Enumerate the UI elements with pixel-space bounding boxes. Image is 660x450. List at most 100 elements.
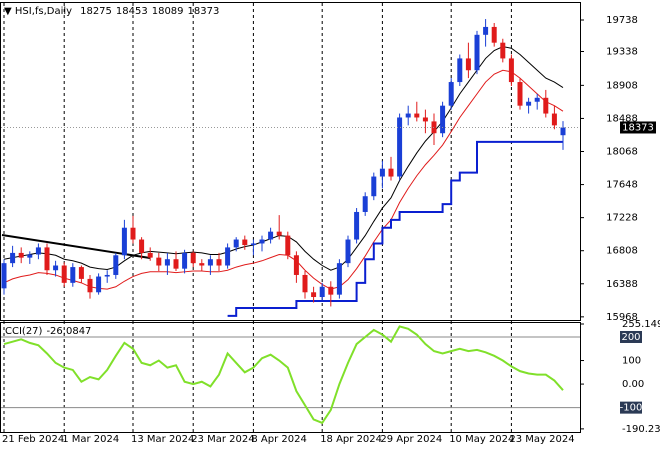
y-tick-label: -100 (620, 403, 643, 414)
candle-body (474, 34, 480, 71)
candle-body (10, 252, 16, 264)
candle-body (483, 26, 489, 35)
candle-body (113, 255, 119, 275)
indicator-line (227, 140, 563, 317)
trend-line (1, 234, 151, 259)
candle-body (354, 211, 360, 240)
candle-body (96, 276, 102, 293)
candle-body (225, 247, 231, 266)
price-label: 18373 (622, 122, 654, 133)
candle-body (388, 168, 394, 177)
cci-name: CCI(27) (5, 326, 43, 337)
header: ▼ HSI,fs,Daily 18275 18453 18089 18373 (4, 6, 219, 17)
candle-body (156, 257, 162, 266)
y-tick-label: 19338 (606, 47, 638, 58)
candle-body (397, 117, 403, 177)
candle-body (207, 259, 213, 266)
candle-body (465, 58, 471, 71)
candle-body (517, 82, 523, 106)
candle-body (379, 168, 385, 177)
candle-body (345, 239, 351, 264)
candle-body (18, 252, 24, 258)
x-tick-label: 8 Apr 2024 (251, 434, 306, 445)
y-tick-label: -190.2381 (622, 424, 660, 435)
candle-body (44, 247, 50, 271)
candle-body (508, 58, 514, 83)
candle-body (121, 227, 127, 256)
x-tick-label: 10 May 2024 (449, 434, 514, 445)
x-tick-label: 23 May 2024 (509, 434, 574, 445)
y-tick-label: 18068 (606, 147, 638, 158)
open: 18275 (80, 6, 112, 17)
candle-body (285, 235, 291, 256)
candle-body (190, 252, 196, 264)
cci-title: CCI(27) -26.0847 (5, 326, 91, 337)
candle-body (233, 239, 239, 248)
symbol: HSI,fs,Daily (15, 6, 72, 17)
price-box (620, 121, 656, 134)
y-tick-label: 255.1494 (622, 319, 660, 330)
x-tick-label: 29 Apr 2024 (380, 434, 442, 445)
candle-body (422, 117, 428, 122)
level-box (620, 401, 642, 414)
candle-body (1, 263, 7, 289)
candle-body (526, 101, 532, 106)
candle-body (139, 239, 145, 253)
candle-body (491, 26, 497, 43)
main-panel (0, 2, 581, 321)
candle-body (199, 263, 205, 266)
y-tick-label: 18908 (606, 80, 638, 91)
candle-body (250, 243, 256, 246)
candle-body (268, 231, 274, 240)
candle-body (164, 259, 170, 266)
candle-body (70, 267, 76, 283)
candle-body (405, 113, 411, 118)
x-tick-label: 23 Mar 2024 (191, 434, 254, 445)
y-tick-label: 16388 (606, 279, 638, 290)
candle-body (560, 127, 566, 136)
candle-body (302, 274, 308, 293)
candle-body (147, 252, 153, 258)
high: 18453 (116, 6, 148, 17)
candle-body (27, 254, 33, 258)
cci-line (3, 325, 564, 425)
candle-body (362, 196, 368, 212)
candle-body (551, 113, 557, 126)
candle-body (259, 239, 265, 244)
level-box (620, 330, 642, 343)
candle-body (293, 255, 299, 275)
candle-body (414, 113, 420, 118)
candle-body (173, 259, 179, 269)
candle-body (61, 265, 67, 283)
header-arrow: ▼ (4, 6, 15, 17)
y-tick-label: 100 (622, 356, 641, 367)
candle-body (440, 105, 446, 134)
y-tick-label: 16808 (606, 246, 638, 257)
indicator-line (3, 46, 564, 271)
candle-body (448, 82, 454, 106)
close: 18373 (188, 6, 220, 17)
candle-body (311, 292, 317, 298)
candle-body (242, 239, 248, 246)
indicator-line (3, 69, 564, 290)
candle-body (543, 97, 549, 114)
y-tick-label: 200 (621, 332, 640, 343)
candle-body (319, 286, 325, 298)
x-tick-label: 1 Mar 2024 (62, 434, 119, 445)
y-tick-label: 18488 (606, 113, 638, 124)
x-tick-label: 18 Apr 2024 (320, 434, 382, 445)
candle-body (53, 265, 59, 271)
y-tick-label: 17228 (606, 213, 638, 224)
candle-body (534, 97, 540, 102)
x-tick-label: 13 Mar 2024 (131, 434, 194, 445)
candle-body (328, 286, 334, 295)
candle-body (182, 252, 188, 269)
candle-body (35, 247, 41, 255)
candle-body (216, 259, 222, 266)
x-tick-label: 21 Feb 2024 (2, 434, 64, 445)
y-tick-label: 19738 (606, 15, 638, 26)
candle-body (87, 278, 93, 293)
cci-value: -26.0847 (46, 326, 91, 337)
candle-body (371, 176, 377, 197)
